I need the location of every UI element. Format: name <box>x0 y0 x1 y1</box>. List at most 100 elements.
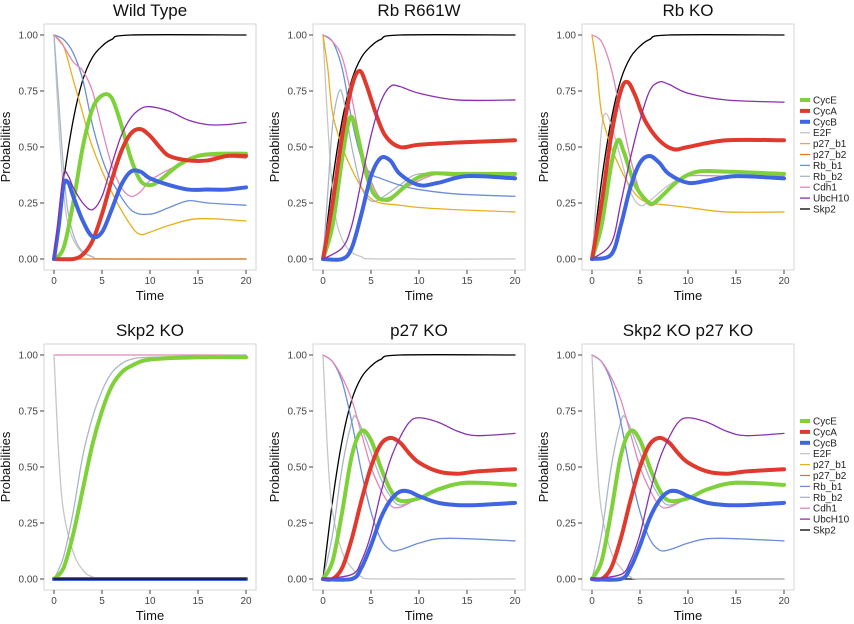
x-tick-label: 20 <box>240 276 252 287</box>
chart-title: Skp2 KO p27 KO <box>623 321 753 340</box>
x-axis-label: Time <box>674 608 702 623</box>
legend-1: CycECycACycBE2Fp27_b1p27_b2Rb_b1Rb_b2Cdh… <box>800 96 850 216</box>
legend-label: CycB <box>813 117 837 128</box>
series-line-cyca <box>321 68 517 261</box>
series-line-rb-b1 <box>322 354 516 552</box>
series-line-p27-b1 <box>53 34 247 236</box>
series-line-e2f <box>322 34 516 260</box>
x-tick-label: 15 <box>192 596 204 607</box>
x-tick-label: 10 <box>144 596 156 607</box>
x-tick-label: 20 <box>778 276 790 287</box>
series-line-cycb <box>590 153 786 261</box>
x-tick-label: 5 <box>637 276 643 287</box>
series-group <box>321 354 517 582</box>
legend-label: UbcH10 <box>813 194 850 205</box>
plot-area <box>581 343 795 591</box>
y-axis-label: Probabilities <box>536 111 551 182</box>
y-tick-label: 0.00 <box>557 575 577 586</box>
series-line-ubch10 <box>591 81 785 260</box>
x-tick-label: 15 <box>192 276 204 287</box>
plot-area <box>43 23 257 271</box>
series-line-cyca <box>590 435 786 582</box>
legend-label: CycE <box>813 417 837 428</box>
y-tick-label: 0.25 <box>288 519 308 530</box>
series-group <box>52 34 248 262</box>
y-tick-label: 0.25 <box>19 519 39 530</box>
y-tick-label: 0.50 <box>19 463 39 474</box>
x-axis-label: Time <box>136 608 164 623</box>
x-tick-label: 0 <box>320 276 326 287</box>
x-tick-label: 10 <box>682 276 694 287</box>
series-line-cycb <box>52 168 248 261</box>
series-line-e2f <box>322 354 516 580</box>
series-line-cycb <box>321 155 517 262</box>
y-tick-label: 0.75 <box>557 407 577 418</box>
y-tick-label: 0.00 <box>19 575 39 586</box>
chart-panel-2: Rb R661W 0.00 0.25 0.50 0.75 1.00 0 5 10 15 20 Time… <box>267 1 526 303</box>
series-line-ubch10 <box>322 417 516 580</box>
series-line-skp2 <box>322 34 516 260</box>
series-group <box>52 354 248 581</box>
legend-label: CycB <box>813 438 837 449</box>
series-line-ubch10 <box>53 105 247 260</box>
x-tick-label: 0 <box>589 596 595 607</box>
series-line-rb-b2 <box>53 354 247 580</box>
series-line-cyca <box>52 127 248 262</box>
series-line-ubch10 <box>591 417 785 580</box>
y-axis-label: Probabilities <box>0 111 13 182</box>
y-tick-label: 0.00 <box>557 255 577 266</box>
series-line-cyce <box>52 355 248 581</box>
y-axis-label: Probabilities <box>267 111 282 182</box>
y-tick-label: 1.00 <box>19 351 39 362</box>
series-line-cyca <box>590 79 786 261</box>
legend-label: CycA <box>813 427 837 438</box>
legend-label: CycE <box>813 96 837 107</box>
series-line-cycb <box>321 488 517 582</box>
y-tick-label: 1.00 <box>19 31 39 42</box>
plot-area <box>43 343 257 591</box>
legend-label: p27_b1 <box>813 460 847 471</box>
series-line-p27-b1 <box>591 34 785 213</box>
series-line-cyce <box>590 137 786 261</box>
series-line-ubch10 <box>322 84 516 260</box>
x-axis-label: Time <box>674 288 702 303</box>
y-tick-label: 0.00 <box>288 575 308 586</box>
series-line-cyce <box>321 428 517 581</box>
legend-2: CycECycACycBE2Fp27_b1p27_b2Rb_b1Rb_b2Cdh… <box>800 417 850 537</box>
x-tick-label: 0 <box>51 596 57 607</box>
legend-label: E2F <box>813 449 831 460</box>
y-axis-label: Probabilities <box>267 431 282 502</box>
chart-panel-5: p27 KO 0.00 0.25 0.50 0.75 1.00 0 5 10 15 20 Time Pr… <box>267 321 526 623</box>
y-tick-label: 0.50 <box>557 463 577 474</box>
y-tick-label: 0.25 <box>19 199 39 210</box>
x-tick-label: 15 <box>461 596 473 607</box>
chart-panel-6: Skp2 KO p27 KO 0.00 0.25 0.50 0.75 1.00 0 5 10 15… <box>536 321 795 623</box>
x-tick-label: 0 <box>51 276 57 287</box>
legend-label: Rb_b2 <box>813 172 843 183</box>
legend-label: Rb_b1 <box>813 161 843 172</box>
chart-title: Rb KO <box>662 1 713 20</box>
x-tick-label: 10 <box>413 596 425 607</box>
y-axis-label: Probabilities <box>0 431 13 502</box>
x-tick-label: 5 <box>368 276 374 287</box>
y-tick-label: 0.25 <box>288 199 308 210</box>
y-tick-label: 1.00 <box>288 31 308 42</box>
y-tick-label: 0.50 <box>288 463 308 474</box>
y-tick-label: 1.00 <box>288 351 308 362</box>
series-group <box>321 34 517 262</box>
series-line-cyce <box>590 428 786 581</box>
y-tick-label: 0.25 <box>557 519 577 530</box>
plot-area <box>312 23 526 271</box>
y-tick-label: 0.50 <box>19 143 39 154</box>
x-axis-label: Time <box>405 288 433 303</box>
x-tick-label: 10 <box>144 276 156 287</box>
x-tick-label: 15 <box>730 276 742 287</box>
legend-label: Rb_b1 <box>813 482 843 493</box>
legend-label: Cdh1 <box>813 504 837 515</box>
series-line-rb-b1 <box>591 354 785 552</box>
y-tick-label: 0.75 <box>288 407 308 418</box>
y-tick-label: 0.75 <box>288 87 308 98</box>
x-tick-label: 15 <box>730 596 742 607</box>
x-tick-label: 20 <box>240 596 252 607</box>
